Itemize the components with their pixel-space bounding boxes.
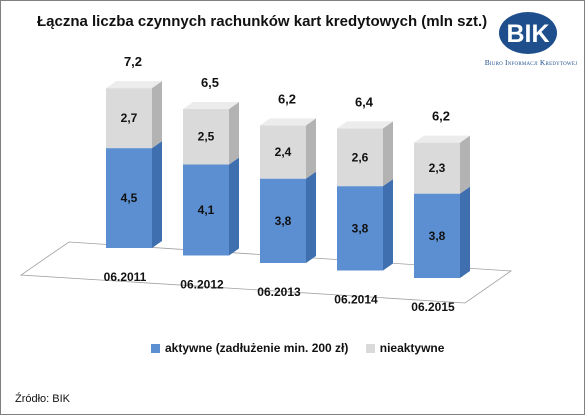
bar-segment-inactive xyxy=(106,88,152,149)
bar-side-inactive xyxy=(460,135,470,194)
bar-segment-inactive xyxy=(337,128,383,187)
bar-total-label: 6,4 xyxy=(355,94,374,109)
category-label: 06.2013 xyxy=(257,285,301,299)
bar-segment-active xyxy=(260,178,306,263)
bik-logo: BIK Biuro Informacji Kredytowej xyxy=(485,12,578,67)
bar-segment-active xyxy=(414,193,460,278)
bar-side-active xyxy=(383,179,393,271)
bar-value-label: 4,1 xyxy=(198,203,215,217)
chart-legend: aktywne (zadłużenie min. 200 zł) nieakty… xyxy=(151,341,458,356)
bar-total-label: 7,2 xyxy=(124,54,142,69)
bar-value-label: 3,8 xyxy=(352,221,369,235)
bik-logo-text: BIK xyxy=(506,20,549,48)
bar-total-label: 6,5 xyxy=(201,75,219,90)
bar-side-inactive xyxy=(152,81,162,149)
bar-value-label: 2,3 xyxy=(429,161,446,175)
legend-item-active: aktywne (zadłużenie min. 200 zł) xyxy=(151,341,348,355)
bar-side-inactive xyxy=(229,101,239,165)
bar-value-label: 3,8 xyxy=(275,214,292,228)
bar-value-label: 4,5 xyxy=(121,191,138,205)
bar-top-face xyxy=(106,81,162,89)
bar-value-label: 2,7 xyxy=(121,111,138,125)
bar-top-face xyxy=(183,101,239,109)
legend-swatch-inactive xyxy=(365,343,375,353)
bar-side-active xyxy=(229,157,239,256)
bar-segment-active xyxy=(183,164,229,256)
bar-value-label: 2,5 xyxy=(198,130,215,144)
bar-top-face xyxy=(337,121,393,129)
bik-logo-subtitle: Biuro Informacji Kredytowej xyxy=(485,58,578,67)
legend-label-inactive: nieaktywne xyxy=(379,341,445,355)
source-note: Źródło: BIK xyxy=(15,393,71,405)
bik-logo-badge xyxy=(499,12,557,54)
bar-total-label: 6,2 xyxy=(432,109,450,124)
legend-swatch-active xyxy=(151,343,160,353)
legend-item-inactive: nieaktywne xyxy=(365,341,445,355)
bar-side-active xyxy=(152,141,162,248)
bar-value-label: 2,6 xyxy=(352,150,369,164)
bar-side-inactive xyxy=(306,118,316,179)
category-label: 06.2011 xyxy=(104,270,147,284)
bar-value-label: 2,4 xyxy=(275,145,292,159)
chart-title: Łączna liczba czynnych rachunków kart kr… xyxy=(37,13,488,30)
bar-side-active xyxy=(306,171,316,263)
bar-total-label: 6,2 xyxy=(278,91,296,106)
legend-label-active: aktywne (zadłużenie min. 200 zł) xyxy=(165,341,349,355)
chart-plot: 4,5 2,7 7,2 06.2011 4,1 2,5 6,5 06.2012 3,8 2,4 6,… xyxy=(19,54,513,314)
bar-segment-active xyxy=(337,186,383,271)
bar-segment-inactive xyxy=(414,142,460,194)
bar-top-face xyxy=(260,118,316,126)
bars-group: 4,5 2,7 7,2 06.2011 4,1 2,5 6,5 06.2012 3,8 2,4 6,… xyxy=(104,54,470,314)
bar-segment-active xyxy=(106,148,152,248)
bar-side-inactive xyxy=(383,121,393,187)
category-label: 06.2015 xyxy=(411,300,455,314)
bar-segment-inactive xyxy=(183,108,229,165)
bar-top-face xyxy=(414,135,470,143)
bar-value-label: 3,8 xyxy=(429,229,446,243)
category-label: 06.2012 xyxy=(180,278,224,292)
bar-side-active xyxy=(460,186,470,278)
category-label: 06.2014 xyxy=(334,293,378,307)
bar-segment-inactive xyxy=(260,125,306,179)
